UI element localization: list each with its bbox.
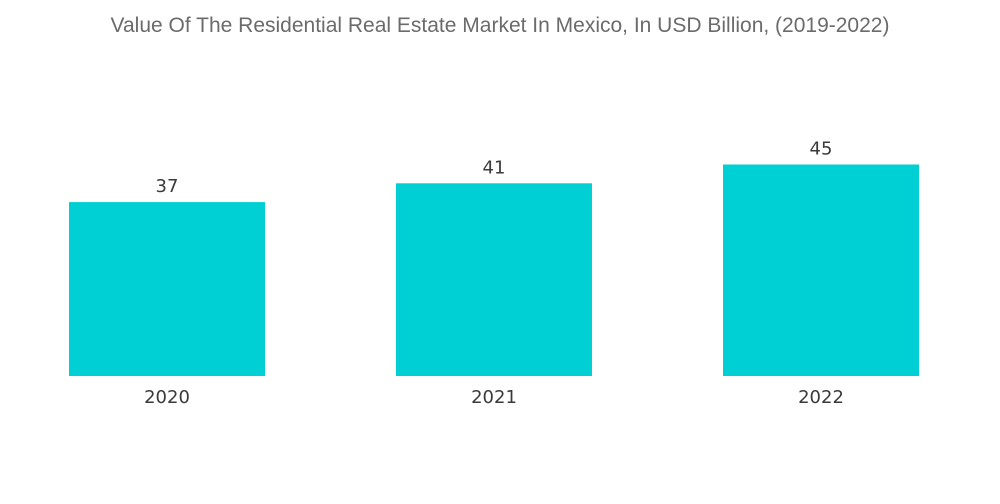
x-tick-label-2020: 2020 bbox=[144, 387, 190, 408]
x-tick-label-2022: 2022 bbox=[798, 387, 844, 408]
bar-2022 bbox=[723, 164, 919, 376]
chart-title: Value Of The Residential Real Estate Mar… bbox=[110, 14, 890, 37]
value-label-2022: 45 bbox=[810, 139, 833, 160]
x-axis-ticks-group: 2020 2021 2022 bbox=[144, 387, 844, 408]
value-label-2021: 41 bbox=[483, 157, 506, 178]
bar-2021 bbox=[396, 183, 592, 376]
value-labels-group: 37 41 45 bbox=[156, 139, 833, 198]
x-tick-label-2021: 2021 bbox=[471, 387, 517, 408]
bars-group bbox=[69, 164, 919, 376]
value-label-2020: 37 bbox=[156, 176, 179, 197]
bar-2020 bbox=[69, 202, 265, 376]
